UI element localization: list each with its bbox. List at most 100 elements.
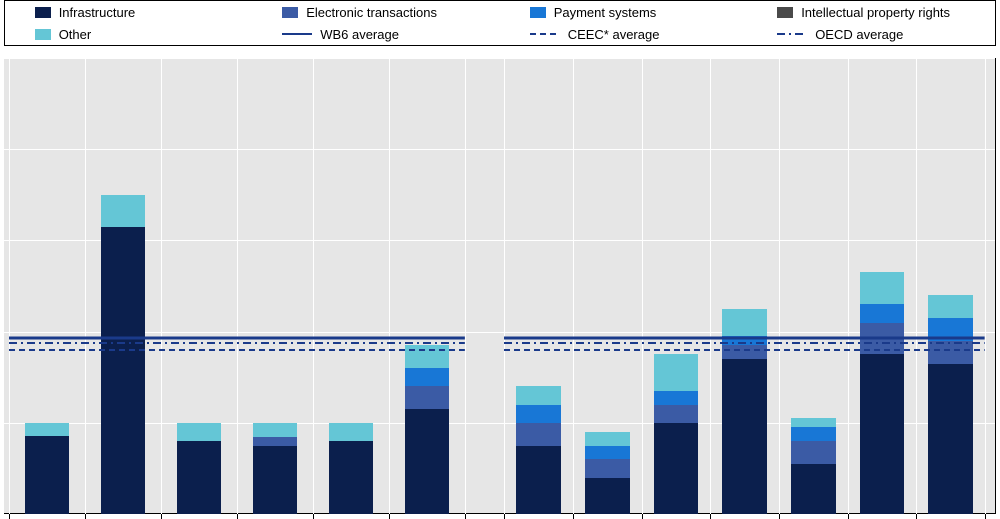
legend-swatch	[530, 7, 546, 18]
bar-segment-infrastructure	[585, 478, 630, 514]
bar-stack	[654, 58, 699, 514]
bar-stack	[177, 58, 222, 514]
bar-segment-infrastructure	[928, 364, 973, 514]
grid-line-v	[985, 58, 986, 514]
x-tick	[161, 514, 162, 519]
legend-label: Infrastructure	[59, 5, 136, 20]
x-tick	[916, 514, 917, 519]
x-tick	[985, 514, 986, 519]
bar-segment-infrastructure	[329, 441, 374, 514]
bar-stack	[329, 58, 374, 514]
legend-item: Payment systems	[530, 5, 657, 20]
grid-line-v	[710, 58, 711, 514]
x-tick	[504, 514, 505, 519]
bar-segment-other	[791, 418, 836, 427]
x-tick	[779, 514, 780, 519]
bar-segment-infrastructure	[253, 446, 298, 514]
legend-row-2: Other WB6 average CEEC* average OECD averag…	[5, 23, 995, 45]
legend-item: Infrastructure	[35, 5, 136, 20]
bar-segment-infrastructure	[654, 423, 699, 514]
grid-line-h	[4, 240, 995, 241]
bar-segment-electronic-transactions	[791, 441, 836, 464]
legend-label: OECD average	[815, 27, 903, 42]
bar-stack	[516, 58, 561, 514]
bar-segment-payment-systems	[585, 446, 630, 460]
grid-line-v	[313, 58, 314, 514]
bar-stack	[25, 58, 70, 514]
bar-segment-infrastructure	[516, 446, 561, 514]
legend-swatch	[35, 7, 51, 18]
bar-stack	[860, 58, 905, 514]
legend-swatch	[777, 7, 793, 18]
legend-line-icon	[530, 27, 560, 41]
bar-stack	[928, 58, 973, 514]
bar-segment-infrastructure	[25, 436, 70, 514]
bar-segment-payment-systems	[791, 427, 836, 441]
bar-segment-payment-systems	[516, 405, 561, 423]
plot-area	[4, 58, 996, 514]
legend-line-icon	[282, 27, 312, 41]
x-tick	[465, 514, 466, 519]
bar-stack	[405, 58, 450, 514]
bar-segment-other	[101, 195, 146, 227]
legend-label: CEEC* average	[568, 27, 660, 42]
grid-line-v	[916, 58, 917, 514]
x-tick	[237, 514, 238, 519]
legend-label: Other	[59, 27, 92, 42]
bar-segment-other	[585, 432, 630, 446]
legend-item: Electronic transactions	[282, 5, 437, 20]
grid-line-h	[4, 332, 995, 333]
grid-line-v	[465, 58, 466, 514]
legend-label: WB6 average	[320, 27, 399, 42]
legend-item: WB6 average	[282, 27, 399, 42]
bar-segment-other	[860, 272, 905, 304]
x-tick	[85, 514, 86, 519]
legend-item: OECD average	[777, 27, 903, 42]
bar-segment-other	[928, 295, 973, 318]
bar-segment-payment-systems	[405, 368, 450, 386]
grid-line-v	[504, 58, 505, 514]
bar-segment-electronic-transactions	[253, 437, 298, 446]
bar-stack	[585, 58, 630, 514]
legend-label: Payment systems	[554, 5, 657, 20]
bar-segment-infrastructure	[791, 464, 836, 514]
x-tick	[573, 514, 574, 519]
legend-label: Intellectual property rights	[801, 5, 950, 20]
grid-line-h	[4, 423, 995, 424]
x-tick	[710, 514, 711, 519]
bar-segment-electronic-transactions	[585, 459, 630, 477]
bar-segment-other	[722, 309, 767, 336]
legend-line-icon	[777, 27, 807, 41]
bar-stack	[101, 58, 146, 514]
x-tick	[642, 514, 643, 519]
grid-line-v	[389, 58, 390, 514]
x-tick	[389, 514, 390, 519]
bar-segment-payment-systems	[654, 391, 699, 405]
grid-line-v	[9, 58, 10, 514]
bar-segment-other	[25, 423, 70, 437]
x-tick	[313, 514, 314, 519]
grid-line-v	[779, 58, 780, 514]
x-axis	[4, 513, 995, 514]
legend-swatch	[35, 29, 51, 40]
x-tick	[9, 514, 10, 519]
bar-segment-infrastructure	[860, 354, 905, 514]
grid-line-v	[573, 58, 574, 514]
legend-swatch	[282, 7, 298, 18]
bar-segment-infrastructure	[722, 359, 767, 514]
bar-segment-electronic-transactions	[405, 386, 450, 409]
legend-row-1: Infrastructure Electronic transactions Pay…	[5, 1, 995, 23]
legend-item: Other	[35, 27, 92, 42]
bar-segment-other	[329, 423, 374, 441]
bar-stack	[253, 58, 298, 514]
legend: Infrastructure Electronic transactions Pay…	[4, 0, 996, 46]
bar-segment-infrastructure	[101, 227, 146, 514]
grid-line-v	[237, 58, 238, 514]
bar-segment-infrastructure	[405, 409, 450, 514]
grid-line-v	[642, 58, 643, 514]
bar-segment-electronic-transactions	[654, 405, 699, 423]
bar-segment-payment-systems	[860, 304, 905, 322]
bar-segment-other	[177, 423, 222, 441]
bar-segment-other	[654, 354, 699, 390]
bar-stack	[791, 58, 836, 514]
